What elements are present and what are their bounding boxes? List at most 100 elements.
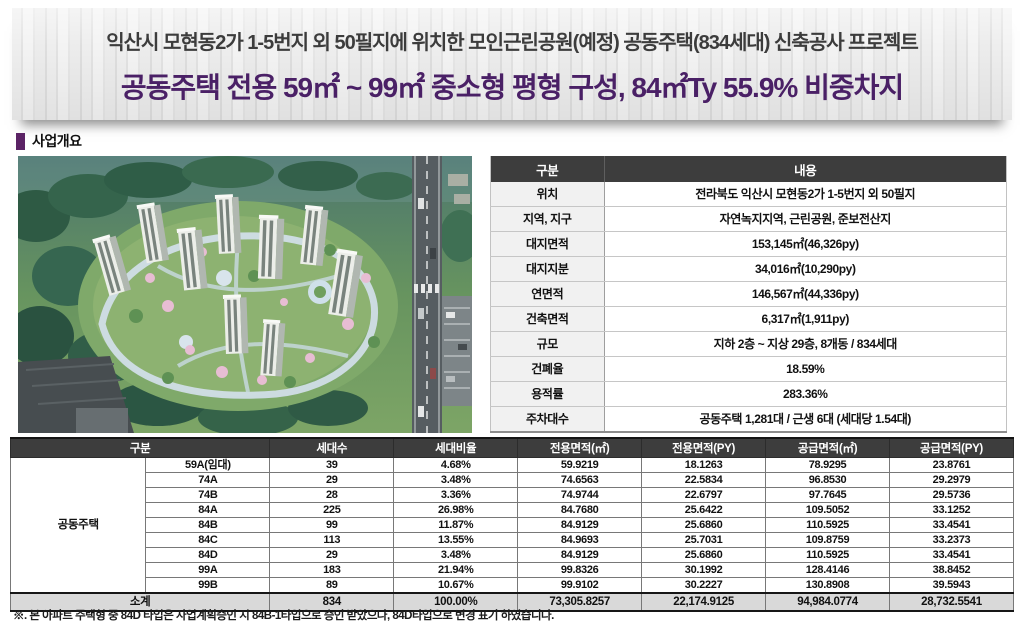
cell-supply-py: 33.1252 [889, 501, 1014, 518]
row-label: 용적률 [490, 381, 605, 407]
table-row: 규모 지하 2층 ~ 지상 29층, 8개동 / 834세대 [490, 331, 1007, 357]
cell-supply-m2: 109.8759 [765, 531, 891, 548]
cell-supply-m2: 96.8530 [765, 471, 891, 488]
table-row: 건폐율 18.59% [490, 356, 1007, 382]
cell-exclusive-py: 22.5834 [641, 471, 767, 488]
cell-exclusive-m2: 99.9102 [517, 576, 643, 593]
row-label: 주차대수 [490, 406, 605, 433]
subtotal-ratio: 100.00% [393, 591, 519, 612]
table-row: 주차대수 공동주택 1,281대 / 근생 6대 (세대당 1.54대) [490, 406, 1007, 433]
cell-exclusive-py: 30.2227 [641, 576, 767, 593]
cell-exclusive-py: 25.6860 [641, 516, 767, 533]
cell-ratio: 11.87% [393, 516, 519, 533]
cell-households: 183 [269, 561, 395, 578]
unit-col-ratio: 세대비율 [393, 437, 519, 458]
cell-exclusive-py: 25.7031 [641, 531, 767, 548]
cell-ratio: 4.68% [393, 456, 519, 473]
row-value: 153,145㎡(46,326py) [604, 231, 1007, 257]
cell-exclusive-py: 22.6797 [641, 486, 767, 503]
cell-supply-m2: 97.7645 [765, 486, 891, 503]
cell-households: 113 [269, 531, 395, 548]
unit-col-gubun: 구분 [9, 437, 271, 458]
row-label: 대지면적 [490, 231, 605, 257]
unit-header-row: 구분 세대수 세대비율 전용면적(㎡) 전용면적(PY) 공급면적(㎡) 공급면… [9, 437, 1014, 458]
cell-exclusive-m2: 99.8326 [517, 561, 643, 578]
section-heading: 사업개요 [16, 131, 82, 151]
row-value: 자연녹지지역, 근린공원, 준보전산지 [604, 206, 1007, 232]
table-row: 공동주택 59A(임대) 39 4.68% 59.9219 18.1263 78.9295… [9, 456, 1014, 593]
cell-exclusive-m2: 74.9744 [517, 486, 643, 503]
table-row: 74B 28 3.36% 74.9744 22.6797 97.7645 29.5736 [11, 486, 1014, 503]
cell-households: 28 [269, 486, 395, 503]
project-title: 익산시 모현동2가 1-5번지 외 50필지에 위치한 모인근린공원(예정) 공… [106, 32, 919, 54]
row-value: 146,567㎡(44,336py) [604, 281, 1007, 307]
aerial-illustration [18, 156, 472, 433]
cell-supply-m2: 128.4146 [765, 561, 891, 578]
row-value: 공동주택 1,281대 / 근생 6대 (세대당 1.54대) [604, 406, 1007, 433]
cell-supply-py: 29.2979 [889, 471, 1014, 488]
row-label: 대지지분 [490, 256, 605, 282]
cell-type: 99B [145, 576, 271, 593]
cell-type: 84A [145, 501, 271, 518]
cell-supply-py: 29.5736 [889, 486, 1014, 503]
row-value: 전라북도 익산시 모현동2가 1-5번지 외 50필지 [604, 182, 1007, 207]
cell-exclusive-py: 25.6422 [641, 501, 767, 518]
subtotal-exclusive-m2: 73,305.8257 [517, 591, 643, 612]
cell-supply-py: 33.4541 [889, 516, 1014, 533]
row-label: 연면적 [490, 281, 605, 307]
subtotal-households: 834 [269, 591, 395, 612]
cell-type: 84C [145, 531, 271, 548]
cell-type: 59A(임대) [145, 456, 271, 473]
cell-ratio: 10.67% [393, 576, 519, 593]
footnote: ※. 본 아파트 주택형 중 84D 타입은 사업계획승인 시 84B-1타입으… [13, 610, 554, 622]
unit-mix: 구분 세대수 세대비율 전용면적(㎡) 전용면적(PY) 공급면적(㎡) 공급면… [9, 437, 1014, 612]
row-value: 6,317㎡(1,911py) [604, 306, 1007, 332]
cell-supply-m2: 109.5052 [765, 501, 891, 518]
table-row: 99A 183 21.94% 99.8326 30.1992 128.4146 38.845… [11, 561, 1014, 578]
table-row: 연면적 146,567㎡(44,336py) [490, 281, 1007, 307]
cell-exclusive-py: 25.6860 [641, 546, 767, 563]
unit-col-households: 세대수 [269, 437, 395, 458]
cell-supply-m2: 110.5925 [765, 516, 891, 533]
unit-col-supply-m2: 공급면적(㎡) [765, 437, 891, 458]
row-label: 지역, 지구 [490, 206, 605, 232]
cell-supply-py: 38.8452 [889, 561, 1014, 578]
subtotal-label: 소계 [9, 591, 271, 612]
cell-supply-py: 23.8761 [889, 456, 1014, 473]
row-label: 규모 [490, 331, 605, 357]
row-label: 건폐율 [490, 356, 605, 382]
cell-supply-m2: 130.8908 [765, 576, 891, 593]
table-row: 84A 225 26.98% 84.7680 25.6422 109.5052 33.125… [11, 501, 1014, 518]
cell-households: 29 [269, 546, 395, 563]
cell-ratio: 13.55% [393, 531, 519, 548]
cell-exclusive-m2: 84.9129 [517, 516, 643, 533]
table-row: 지역, 지구 자연녹지지역, 근린공원, 준보전산지 [490, 206, 1007, 232]
cell-households: 99 [269, 516, 395, 533]
cell-supply-m2: 78.9295 [765, 456, 891, 473]
row-value: 지하 2층 ~ 지상 29층, 8개동 / 834세대 [604, 331, 1007, 357]
table-row: 위치 전라북도 익산시 모현동2가 1-5번지 외 50필지 [490, 182, 1007, 207]
table-row: 대지지분 34,016㎡(10,290py) [490, 256, 1007, 282]
cell-supply-py: 33.4541 [889, 546, 1014, 563]
section-marker-bar [16, 132, 25, 150]
cell-supply-m2: 110.5925 [765, 546, 891, 563]
unit-col-supply-py: 공급면적(PY) [889, 437, 1014, 458]
cell-exclusive-m2: 84.9693 [517, 531, 643, 548]
site-aerial-rendering [18, 156, 472, 433]
unit-mix-table: 구분 세대수 세대비율 전용면적(㎡) 전용면적(PY) 공급면적(㎡) 공급면… [9, 437, 1014, 612]
table-row: 74A 29 3.48% 74.6563 22.5834 96.8530 29.2979 [11, 471, 1014, 488]
cell-exclusive-py: 30.1992 [641, 561, 767, 578]
cell-households: 29 [269, 471, 395, 488]
overview-header-row: 구분 내용 [490, 156, 1007, 182]
subtotal-supply-py: 28,732.5541 [889, 591, 1014, 612]
table-row: 84C 113 13.55% 84.9693 25.7031 109.8759 33.237… [11, 531, 1014, 548]
cell-type: 84D [145, 546, 271, 563]
cell-exclusive-py: 18.1263 [641, 456, 767, 473]
table-row: 84B 99 11.87% 84.9129 25.6860 110.5925 33.4541 [11, 516, 1014, 533]
table-row: 대지면적 153,145㎡(46,326py) [490, 231, 1007, 257]
subtotal-supply-m2: 94,984.0774 [765, 591, 891, 612]
table-row: 건축면적 6,317㎡(1,911py) [490, 306, 1007, 332]
group-label: 공동주택 [9, 456, 147, 593]
row-value: 18.59% [604, 356, 1007, 382]
table-row: 84D 29 3.48% 84.9129 25.6860 110.5925 33.4541 [11, 546, 1014, 563]
